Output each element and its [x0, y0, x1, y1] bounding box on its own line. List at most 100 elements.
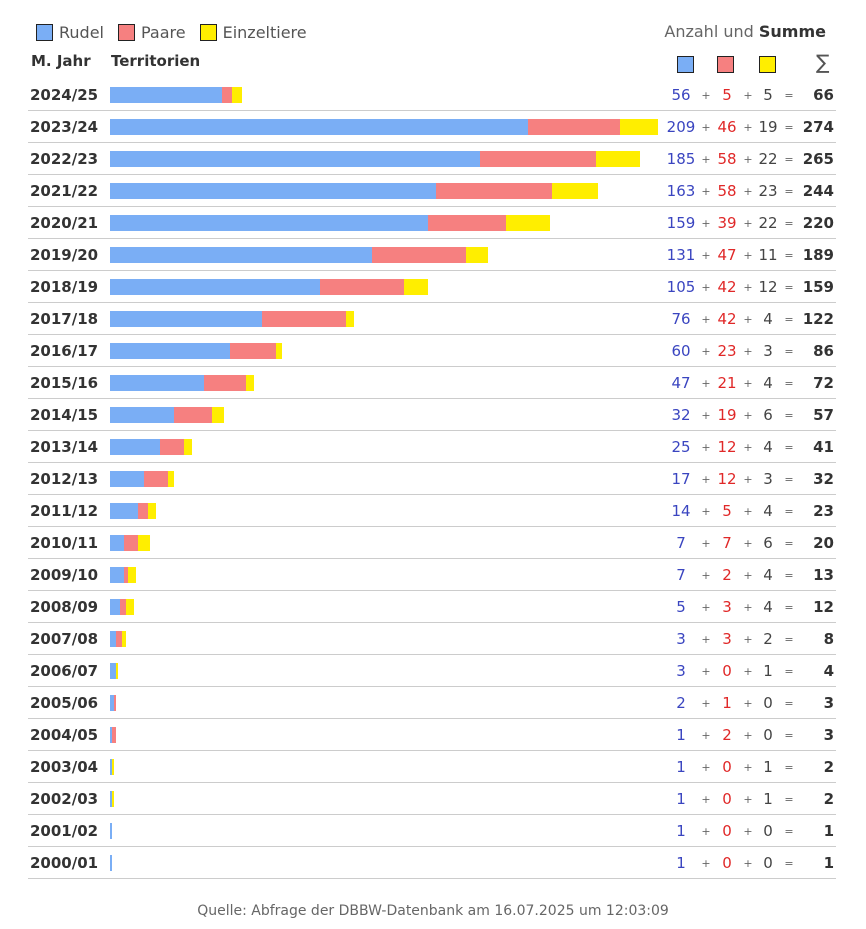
bar-paare[interactable] [144, 471, 168, 487]
bar-rudel[interactable] [110, 471, 144, 487]
bar-rudel[interactable] [110, 631, 116, 647]
bar-einzeltiere[interactable] [138, 535, 150, 551]
einzeltiere-column-swatch [759, 56, 776, 73]
bar-rudel[interactable] [110, 695, 114, 711]
bar-paare[interactable] [428, 215, 506, 231]
plus-sign: + [701, 377, 710, 390]
bar-einzeltiere[interactable] [126, 599, 134, 615]
bar-paare[interactable] [372, 247, 466, 263]
bar-einzeltiere[interactable] [184, 439, 192, 455]
bar-paare[interactable] [138, 503, 148, 519]
bar-rudel[interactable] [110, 791, 112, 807]
bar-rudel[interactable] [110, 183, 436, 199]
bar-paare[interactable] [116, 631, 122, 647]
plus-sign: + [701, 505, 710, 518]
bar-rudel[interactable] [110, 87, 222, 103]
bar-rudel[interactable] [110, 503, 138, 519]
equals-sign: = [784, 665, 793, 678]
bar-einzeltiere[interactable] [122, 631, 126, 647]
year-label: 2005/06 [30, 694, 98, 712]
bar-rudel[interactable] [110, 567, 124, 583]
bar-paare[interactable] [436, 183, 552, 199]
bar-einzeltiere[interactable] [620, 119, 658, 135]
bar-paare[interactable] [528, 119, 620, 135]
bar-rudel[interactable] [110, 855, 112, 871]
legend-item-einzeltiere[interactable]: Einzeltiere [199, 23, 307, 42]
bar-rudel[interactable] [110, 727, 112, 743]
bar-rudel[interactable] [110, 663, 116, 679]
bar-einzeltiere[interactable] [506, 215, 550, 231]
plus-sign: + [701, 601, 710, 614]
bar-einzeltiere[interactable] [246, 375, 254, 391]
bar-rudel[interactable] [110, 759, 112, 775]
plus-sign: + [701, 473, 710, 486]
bar-rudel[interactable] [110, 247, 372, 263]
bar-paare[interactable] [114, 695, 116, 711]
count-paare: 46 [717, 118, 736, 136]
bar-paare[interactable] [262, 311, 346, 327]
bar-rudel[interactable] [110, 119, 528, 135]
territory-column-header: Territorien [111, 52, 201, 70]
equals-sign: = [784, 377, 793, 390]
total-value: 3 [824, 694, 834, 712]
equals-sign: = [784, 729, 793, 742]
bar-paare[interactable] [124, 567, 128, 583]
bar-einzeltiere[interactable] [168, 471, 174, 487]
bar-paare[interactable] [480, 151, 596, 167]
bar-rudel[interactable] [110, 375, 204, 391]
bar-einzeltiere[interactable] [404, 279, 428, 295]
equals-sign: = [784, 761, 793, 774]
bar-einzeltiere[interactable] [116, 663, 118, 679]
bar-einzeltiere[interactable] [148, 503, 156, 519]
bar-paare[interactable] [160, 439, 184, 455]
total-value: 57 [813, 406, 834, 424]
count-einzeltiere: 4 [763, 374, 773, 392]
bar-paare[interactable] [112, 727, 116, 743]
bar-paare[interactable] [120, 599, 126, 615]
total-value: 274 [803, 118, 834, 136]
plus-sign: + [701, 345, 710, 358]
bar-einzeltiere[interactable] [212, 407, 224, 423]
equals-sign: = [784, 153, 793, 166]
bar-einzeltiere[interactable] [128, 567, 136, 583]
bar-paare[interactable] [174, 407, 212, 423]
bar-paare[interactable] [124, 535, 138, 551]
count-rudel: 2 [676, 694, 686, 712]
bar-rudel[interactable] [110, 279, 320, 295]
count-rudel: 3 [676, 630, 686, 648]
bar-einzeltiere[interactable] [112, 759, 114, 775]
legend-item-paare[interactable]: Paare [117, 23, 186, 42]
bar-rudel[interactable] [110, 151, 480, 167]
bar-paare[interactable] [204, 375, 246, 391]
legend-item-rudel[interactable]: Rudel [36, 23, 104, 42]
plus-sign: + [701, 665, 710, 678]
bar-rudel[interactable] [110, 439, 160, 455]
plus-sign: + [701, 121, 710, 134]
bar-rudel[interactable] [110, 407, 174, 423]
bar-einzeltiere[interactable] [346, 311, 354, 327]
equals-sign: = [784, 473, 793, 486]
bar-rudel[interactable] [110, 311, 262, 327]
bar-rudel[interactable] [110, 535, 124, 551]
plus-sign: + [701, 793, 710, 806]
bar-rudel[interactable] [110, 215, 428, 231]
count-paare: 7 [722, 534, 732, 552]
bar-paare[interactable] [230, 343, 276, 359]
bar-rudel[interactable] [110, 599, 120, 615]
year-label: 2011/12 [30, 502, 98, 520]
equals-sign: = [784, 313, 793, 326]
count-einzeltiere: 4 [763, 438, 773, 456]
bar-rudel[interactable] [110, 823, 112, 839]
bar-einzeltiere[interactable] [466, 247, 488, 263]
bar-einzeltiere[interactable] [112, 791, 114, 807]
total-value: 72 [813, 374, 834, 392]
bar-einzeltiere[interactable] [276, 343, 282, 359]
plus-sign: + [743, 601, 752, 614]
bar-paare[interactable] [222, 87, 232, 103]
bar-einzeltiere[interactable] [552, 183, 598, 199]
bar-rudel[interactable] [110, 343, 230, 359]
bar-einzeltiere[interactable] [596, 151, 640, 167]
bar-einzeltiere[interactable] [232, 87, 242, 103]
bar-paare[interactable] [320, 279, 404, 295]
count-paare: 58 [717, 182, 736, 200]
